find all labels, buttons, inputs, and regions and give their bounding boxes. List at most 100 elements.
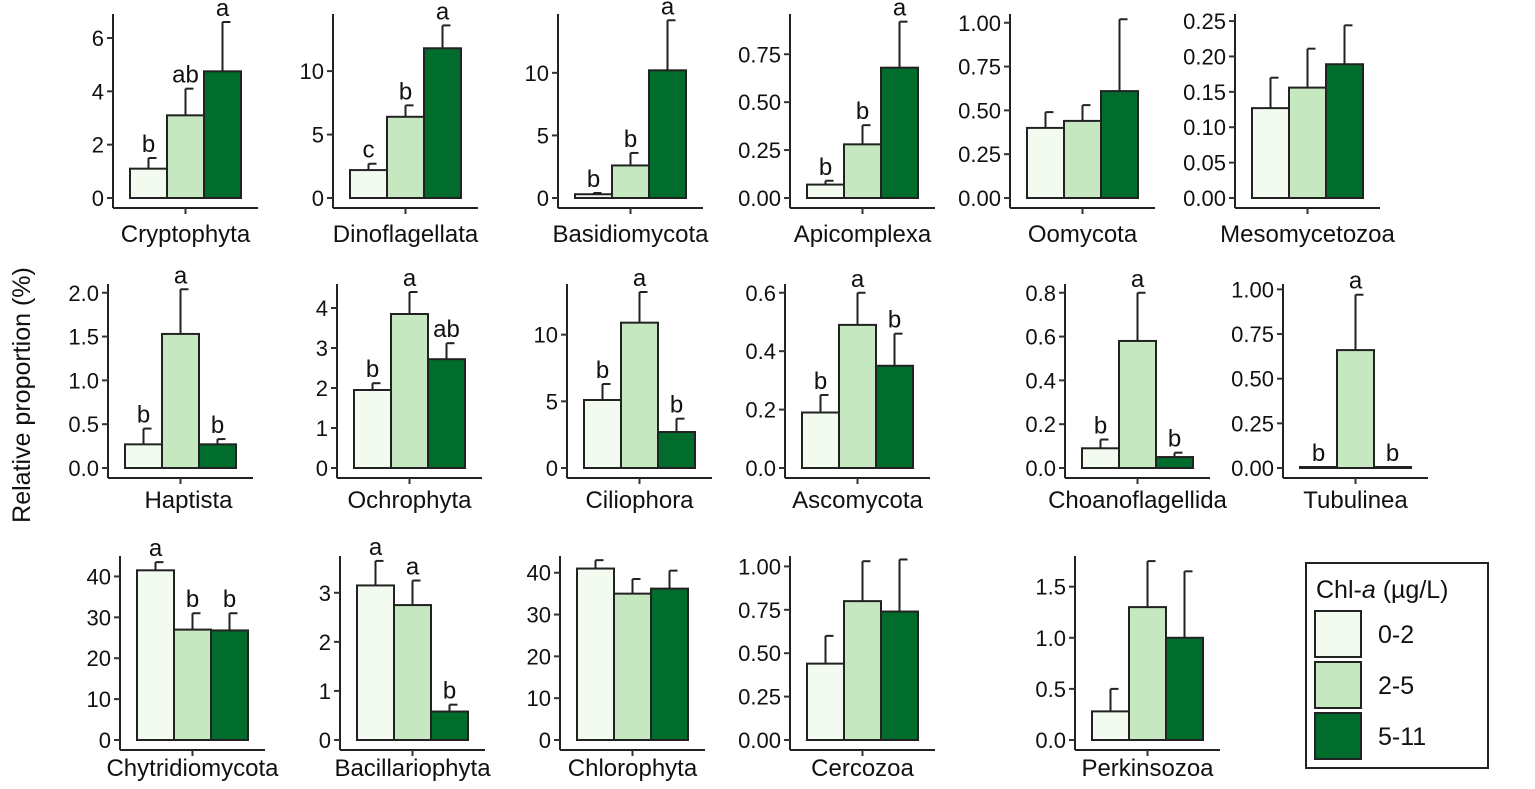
legend-label: 5-11 bbox=[1378, 723, 1426, 751]
significance-letter: a bbox=[633, 265, 647, 292]
legend-swatch bbox=[1314, 712, 1362, 760]
y-tick-label: 3 bbox=[316, 336, 328, 361]
bar-0-2 bbox=[1091, 710, 1130, 742]
y-tick-label: 1.5 bbox=[1035, 575, 1066, 600]
panel-basidiomycota: 0 5 10 bb a Basidiomycota bbox=[525, 0, 710, 248]
bar-0-2 bbox=[583, 399, 622, 469]
y-tick-label: 10 bbox=[525, 61, 549, 86]
y-tick-label: 0.0 bbox=[745, 456, 776, 481]
y-tick-label: 0.00 bbox=[958, 186, 1001, 211]
bar-0-2 bbox=[1081, 447, 1120, 469]
y-tick-label: 0.25 bbox=[1183, 9, 1226, 34]
panel-title: Chlorophyta bbox=[568, 755, 698, 782]
panel-bacillariophyta: 0 1 2 3 aa b Bacillariophyta bbox=[319, 534, 491, 782]
y-tick-label: 10 bbox=[534, 323, 558, 348]
y-tick-label: 10 bbox=[300, 59, 324, 84]
bar-2-5 bbox=[843, 600, 882, 741]
legend-title-prefix: Chl- bbox=[1316, 576, 1362, 604]
y-tick-label: 3 bbox=[319, 581, 331, 606]
bar-2-5 bbox=[1063, 119, 1102, 199]
legend-title: Chl-a (µg/L) bbox=[1316, 576, 1449, 604]
y-tick-label: 1.5 bbox=[68, 325, 99, 350]
y-tick-label: 1.0 bbox=[68, 368, 99, 393]
y-tick-label: 4 bbox=[92, 79, 104, 104]
panel-title: Cryptophyta bbox=[121, 221, 251, 248]
y-tick-label: 0.00 bbox=[1231, 456, 1274, 481]
bar-5-11 bbox=[1373, 466, 1412, 469]
significance-letter: a bbox=[174, 262, 188, 289]
bar-2-5 bbox=[613, 592, 652, 741]
y-tick-label: 0.50 bbox=[738, 641, 781, 666]
y-tick-label: 1 bbox=[316, 416, 328, 441]
y-tick-label: 0.25 bbox=[958, 142, 1001, 167]
legend: Chl-a (µg/L) 0-2 2-5 5-11 bbox=[1305, 562, 1489, 769]
panel-oomycota: 0.00 0.25 0.50 0.75 1.00 Oomycota bbox=[958, 11, 1155, 248]
y-tick-label: 0.6 bbox=[745, 281, 776, 306]
significance-letter: b bbox=[366, 356, 379, 383]
y-tick-label: 0 bbox=[539, 728, 551, 753]
significance-letter: c bbox=[363, 137, 375, 164]
panel-dinoflagellata: 0 5 10 c b a Dinoflagellata bbox=[300, 0, 479, 248]
significance-letter: b bbox=[856, 98, 869, 125]
panel-cryptophyta: 0 2 4 6 b ab a Cryptophyta bbox=[92, 0, 258, 248]
significance-letter: a bbox=[1131, 266, 1145, 293]
bar-5-11 bbox=[1100, 90, 1139, 199]
y-tick-label: 0 bbox=[316, 456, 328, 481]
legend-title-italic: a bbox=[1362, 576, 1376, 604]
significance-letter: a bbox=[436, 0, 450, 25]
y-tick-label: 5 bbox=[537, 123, 549, 148]
bar-0-2 bbox=[129, 167, 168, 200]
panel-title: Apicomplexa bbox=[794, 221, 932, 248]
bar-2-5 bbox=[1128, 606, 1167, 741]
bar-0-2 bbox=[801, 411, 840, 469]
panel-title: Haptista bbox=[144, 487, 233, 514]
bar-2-5 bbox=[838, 323, 877, 469]
y-tick-label: 0.0 bbox=[1025, 456, 1056, 481]
bar-0-2 bbox=[353, 389, 392, 469]
y-tick-label: 0.15 bbox=[1183, 80, 1226, 105]
y-tick-label: 0.00 bbox=[738, 728, 781, 753]
panel-title: Basidiomycota bbox=[552, 221, 709, 248]
bar-0-2 bbox=[1299, 466, 1338, 469]
significance-letter: a bbox=[661, 0, 675, 20]
y-tick-label: 0.6 bbox=[1025, 325, 1056, 350]
significance-letter: b bbox=[211, 412, 224, 439]
legend-title-suffix: (µg/L) bbox=[1376, 576, 1449, 604]
y-tick-label: 0 bbox=[537, 186, 549, 211]
y-tick-label: 0.0 bbox=[1035, 728, 1066, 753]
bar-2-5 bbox=[166, 114, 205, 199]
significance-letter: a bbox=[403, 265, 417, 292]
significance-letter: a bbox=[216, 0, 230, 22]
y-tick-label: 30 bbox=[527, 603, 551, 628]
bar-2-5 bbox=[611, 164, 650, 199]
bar-2-5 bbox=[161, 332, 200, 470]
y-tick-label: 1.00 bbox=[738, 554, 781, 579]
significance-letter: b bbox=[888, 307, 901, 334]
bar-2-5 bbox=[173, 628, 212, 741]
bar-5-11 bbox=[875, 364, 914, 469]
panel-cercozoa: 0.00 0.25 0.50 0.75 1.00 Cercozoa bbox=[738, 554, 935, 782]
significance-letter: b bbox=[1386, 440, 1399, 467]
y-tick-label: 40 bbox=[527, 561, 551, 586]
significance-letter: ab bbox=[172, 62, 199, 89]
panel-ochrophyta: 0 1 2 3 4 b aab Ochrophyta bbox=[316, 265, 482, 514]
significance-letter: a bbox=[851, 266, 865, 293]
significance-letter: b bbox=[624, 126, 637, 153]
y-tick-label: 5 bbox=[312, 123, 324, 148]
significance-letter: b bbox=[223, 586, 236, 613]
bar-0-2 bbox=[136, 569, 175, 741]
bar-5-11 bbox=[198, 443, 237, 470]
panel-title: Oomycota bbox=[1028, 221, 1138, 248]
y-tick-label: 0.20 bbox=[1183, 44, 1226, 69]
panel-title: Ascomycota bbox=[792, 487, 923, 514]
panel-ciliophora: 0 5 10 b a b Ciliophora bbox=[534, 265, 712, 514]
bar-5-11 bbox=[650, 587, 689, 741]
y-tick-label: 0.00 bbox=[738, 186, 781, 211]
significance-letter: b bbox=[587, 166, 600, 193]
y-tick-label: 0.2 bbox=[1025, 412, 1056, 437]
y-tick-label: 5 bbox=[546, 389, 558, 414]
bar-0-2 bbox=[1026, 126, 1065, 199]
panel-title: Perkinsozoa bbox=[1081, 755, 1214, 782]
bar-5-11 bbox=[1155, 456, 1194, 469]
y-tick-label: 0.0 bbox=[68, 456, 99, 481]
